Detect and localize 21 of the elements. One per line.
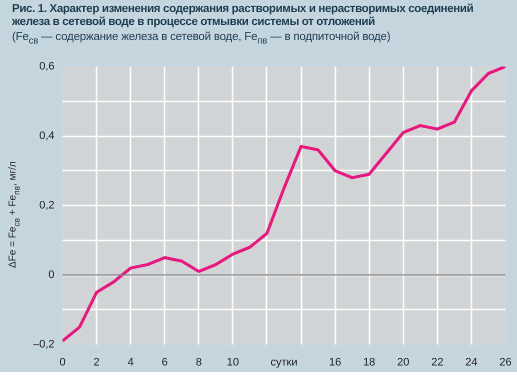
x-tick-label: 26 bbox=[499, 356, 512, 368]
x-tick-label: 10 bbox=[226, 356, 240, 368]
x-tick-label: 0 bbox=[59, 356, 66, 368]
x-tick-label: 4 bbox=[128, 356, 134, 368]
y-tick-label: 0 bbox=[48, 269, 55, 281]
y-tick-label: 0,2 bbox=[39, 200, 55, 212]
x-tick-label: 20 bbox=[397, 356, 410, 368]
x-tick-label: 2 bbox=[94, 356, 100, 368]
x-axis-title: сутки bbox=[270, 356, 298, 368]
chart-subtitle: (Fe$_{св}$ — содержание железа в сетевой воде, Fe$_{пв}$ — в подпиточной воде) bbox=[12, 30, 392, 48]
x-tick-label: 16 bbox=[329, 356, 342, 368]
x-tick-label: 8 bbox=[196, 356, 202, 368]
x-tick-label: 22 bbox=[431, 356, 444, 368]
y-tick-label: –0,2 bbox=[33, 338, 55, 350]
chart-title: Рис. 1. Характер изменения содержания растворимых и нерастворимых соединений железа в сетевой воде в процессе отмывки системы от отложений bbox=[12, 3, 474, 29]
y-tick-label: 0,6 bbox=[39, 60, 55, 72]
x-tick-label: 18 bbox=[363, 356, 376, 368]
x-tick-label: 6 bbox=[162, 356, 168, 368]
line-series bbox=[62, 66, 506, 343]
y-tick-label: 0,4 bbox=[39, 130, 55, 142]
x-tick-label: 24 bbox=[465, 356, 478, 368]
